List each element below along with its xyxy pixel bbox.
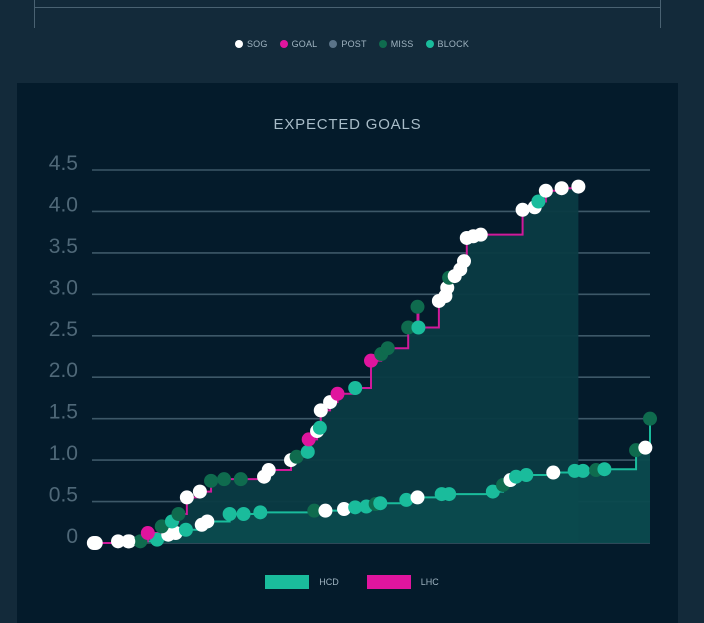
lhc-shot-point [217,472,232,487]
y-axis-ticks: 0 0.5 1.0 1.5 2.0 2.5 3.0 3.5 4.0 4.5 [49,152,78,548]
lhc-shot-point [364,353,378,368]
previous-chart-axis [35,7,660,8]
lhc-shot-point [410,299,425,314]
lhc-shot-point [289,449,304,464]
lhc-shot-point [313,403,328,418]
hcd-shot-point [178,522,193,537]
team-legend: HCD LHC [0,575,704,589]
legend-label-lhc: LHC [420,577,439,587]
y-tick-label: 2.0 [49,359,78,382]
lhc-shot-point [88,536,103,550]
lhc-shot-point [380,341,395,356]
lhc-shot-point [121,534,136,549]
shot-type-legend: SOG GOAL POST MISS BLOCK [0,39,704,49]
y-tick-label: 0 [66,525,78,548]
lhc-shot-point [515,202,530,217]
hcd-shot-point [485,484,500,499]
miss-dot-icon [378,40,387,48]
hcd-area [93,418,651,543]
y-tick-label: 2.5 [49,318,78,341]
hcd-shot-point [519,468,534,483]
hcd-shot-point [399,492,414,507]
y-tick-label: 0.5 [49,484,78,507]
hcd-shot-point [597,462,612,477]
legend-item-block[interactable]: BLOCK [425,39,470,49]
chart-points [86,179,657,550]
lhc-shot-point [171,506,186,521]
lhc-shot-point [538,183,553,198]
lhc-shot-point [457,254,471,269]
sog-dot-icon [234,40,243,48]
hcd-swatch [265,575,310,589]
lhc-shot-point [330,386,345,401]
y-tick-label: 1.0 [49,442,78,465]
lhc-area [95,186,579,544]
hcd-shot-point [222,506,237,521]
y-tick-label: 3.0 [49,276,78,299]
hcd-shot-point [410,490,425,505]
goal-dot-icon [279,40,288,48]
y-tick-label: 4.5 [49,152,78,175]
hcd-shot-point [111,534,126,549]
hcd-shot-point [643,411,657,426]
legend-item-hcd[interactable]: HCD [265,575,339,589]
hcd-shot-point [373,496,388,511]
lhc-shot-point [531,194,546,209]
hcd-shot-point [253,505,268,520]
y-tick-label: 1.5 [49,401,78,424]
hcd-shot-point [236,506,251,521]
legend-item-goal[interactable]: GOAL [279,39,318,49]
y-tick-label: 3.5 [49,235,78,258]
legend-item-sog[interactable]: SOG [234,39,268,49]
legend-label-post: POST [341,39,367,49]
legend-item-post[interactable]: POST [329,39,367,49]
hcd-shot-point [337,502,352,517]
post-dot-icon [329,40,338,48]
legend-label-hcd: HCD [319,577,339,587]
hcd-shot-point [638,440,653,455]
lhc-shot-point [233,472,248,487]
lhc-shot-point [312,420,327,435]
hcd-shot-point [200,514,215,529]
y-tick-label: 4.0 [49,193,78,216]
lhc-shot-point [192,484,207,499]
legend-label-sog: SOG [246,39,268,49]
legend-item-lhc[interactable]: LHC [366,575,439,589]
hcd-shot-point [576,463,591,478]
legend-label-block: BLOCK [437,39,470,49]
lhc-shot-point [204,473,219,488]
legend-label-goal: GOAL [291,39,318,49]
lhc-shot-point [300,444,315,459]
hcd-shot-point [546,465,561,480]
hcd-shot-point [318,503,333,518]
lhc-shot-point [261,463,276,478]
hcd-shot-point [442,487,457,502]
hcd-shot-point [348,500,363,515]
lhc-shot-point [348,380,363,395]
chart-areas [93,186,651,544]
legend-item-miss[interactable]: MISS [378,39,414,49]
previous-chart-frame [34,0,661,28]
chart-title: EXPECTED GOALS [273,116,422,133]
lhc-shot-point [473,227,488,242]
block-dot-icon [425,40,434,48]
lhc-swatch [366,575,411,589]
lhc-shot-point [571,179,586,194]
lhc-shot-point [401,320,416,335]
lhc-shot-point [554,181,569,196]
lhc-shot-point [179,490,194,505]
lhc-shot-point [411,320,426,335]
legend-label-miss: MISS [390,39,414,49]
lhc-shot-point [140,526,155,541]
hcd-shot-point [307,503,322,518]
